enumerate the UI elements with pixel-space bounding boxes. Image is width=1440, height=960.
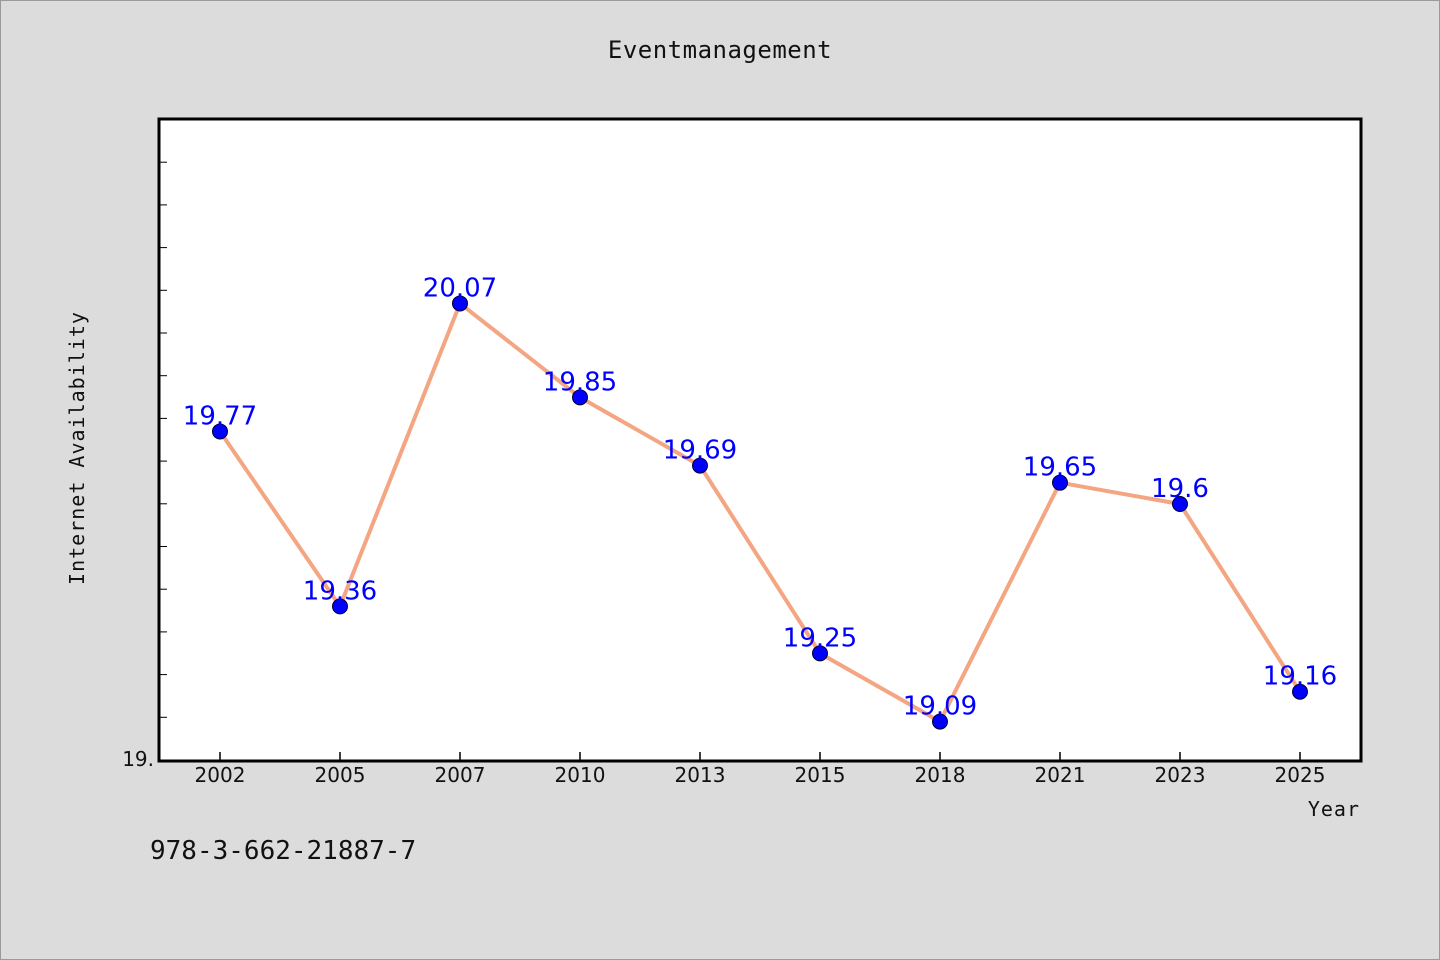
x-tick-label: 2025 [1275, 763, 1326, 787]
data-label: 19.85 [543, 367, 617, 397]
data-point [572, 389, 588, 406]
footer-code: 978-3-662-21887-7 [150, 836, 417, 866]
x-axis-label: Year [1308, 797, 1360, 821]
x-tick-label: 2002 [195, 763, 246, 787]
data-label: 19.36 [303, 576, 377, 606]
data-label: 19.65 [1023, 453, 1097, 483]
data-label: 19.16 [1263, 662, 1337, 692]
y-axis-label: Internet Availability [65, 311, 89, 585]
x-tick-label: 2007 [435, 763, 486, 787]
data-point [452, 295, 468, 312]
x-tick-label: 2015 [795, 763, 846, 787]
data-label-layer: 19.77 19.36 20.07 19.85 19.69 19.25 19.09 19.65… [183, 273, 1337, 721]
data-label: 19.77 [183, 401, 257, 431]
x-tick-label: 2013 [675, 763, 726, 787]
series-line [218, 301, 1302, 724]
y-tick-label: 19. [122, 747, 154, 771]
data-point [1172, 496, 1188, 512]
data-label: 19.25 [783, 623, 857, 653]
data-label: 19.69 [663, 436, 737, 466]
data-label: 20.07 [423, 273, 497, 303]
data-point [932, 713, 948, 730]
series-layer [212, 295, 1308, 730]
x-tick-label: 2005 [315, 763, 366, 787]
data-point [1292, 683, 1308, 700]
plot-area [157, 117, 1363, 763]
data-point [212, 423, 228, 440]
y-axis-ticks [159, 161, 167, 718]
x-tick-label: 2010 [555, 763, 606, 787]
data-point [812, 645, 828, 662]
data-label: 19.09 [903, 692, 977, 722]
x-tick-label: 2018 [915, 763, 966, 787]
data-point [332, 598, 348, 615]
x-tick-label: 2023 [1155, 763, 1206, 787]
data-label: 19.6 [1151, 474, 1209, 504]
chart-title: Eventmanagement [607, 36, 833, 64]
data-point [692, 457, 708, 474]
data-point [1052, 474, 1068, 491]
x-tick-label: 2021 [1035, 763, 1086, 787]
x-axis-ticks: 2002 2005 2007 2010 2013 2015 2018 2021 2023 2025 [195, 752, 1326, 787]
